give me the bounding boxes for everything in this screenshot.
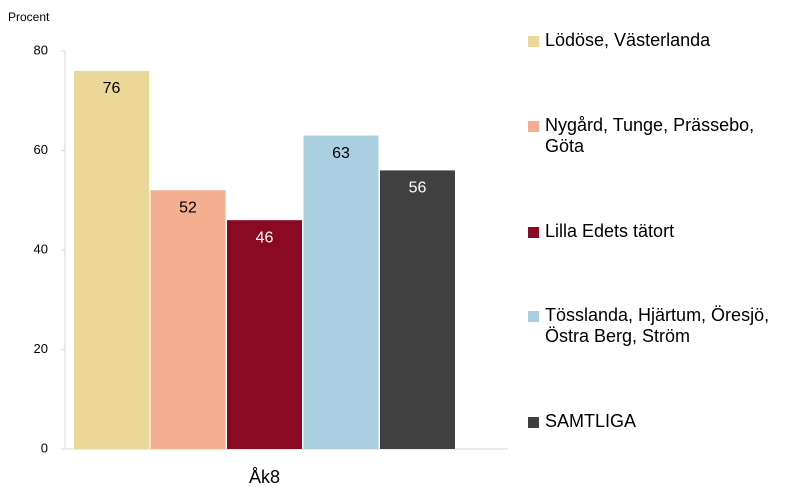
legend-swatch [528, 120, 539, 132]
legend-label: Tösslanda, Hjärtum, Öresjö, Östra Berg, … [545, 305, 770, 347]
y-axis-label: Procent [8, 10, 50, 24]
legend-swatch [528, 226, 539, 238]
legend-item: Lödöse, Västerlanda [528, 30, 798, 51]
y-tick-label: 40 [34, 241, 48, 256]
x-tick-label: Åk8 [249, 467, 280, 487]
legend-label: SAMTLIGA [545, 411, 637, 431]
y-tick-label: 60 [34, 142, 48, 157]
legend-label: Lilla Edets tätort [545, 220, 675, 241]
data-label: 52 [179, 200, 197, 217]
legend-item: Nygård, Tunge, Prässebo, Göta [528, 115, 798, 157]
y-tick-label: 0 [41, 440, 48, 455]
bar [303, 135, 379, 449]
legend-label: Nygård, Tunge, Prässebo, Göta [545, 114, 755, 156]
bar [227, 220, 302, 449]
data-label: 63 [332, 145, 350, 162]
legend: Lödöse, Västerlanda Nygård, Tunge, Prässe… [528, 30, 798, 432]
data-label: 46 [256, 229, 274, 246]
legend-swatch [528, 311, 539, 323]
bar [74, 70, 149, 450]
data-label: 76 [103, 80, 121, 97]
bar [150, 190, 226, 450]
y-tick-label: 20 [34, 341, 48, 356]
legend-swatch [528, 36, 539, 47]
legend-item: Lilla Edets tätort [528, 221, 798, 242]
legend-item: Tösslanda, Hjärtum, Öresjö, Östra Berg, … [528, 305, 798, 347]
y-tick-label: 80 [34, 42, 48, 57]
bar [380, 170, 455, 449]
legend-item: SAMTLIGA [528, 411, 798, 432]
legend-swatch [528, 417, 539, 428]
legend-label: Lödöse, Västerlanda [545, 30, 711, 50]
data-label: 56 [409, 180, 427, 197]
